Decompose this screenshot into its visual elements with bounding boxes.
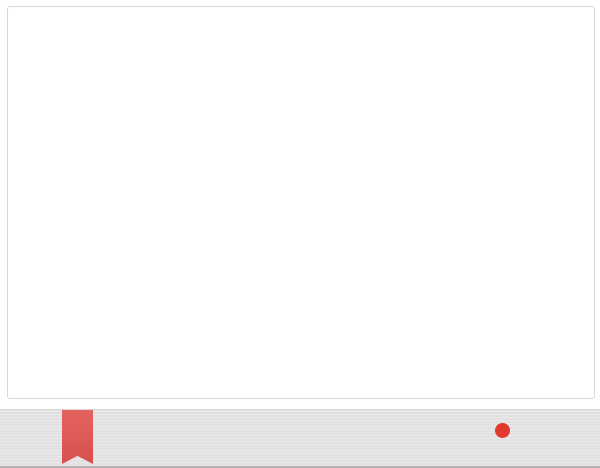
chart-legend <box>0 378 600 385</box>
legend-swatch-new-energy <box>216 378 242 385</box>
promo-text <box>490 421 510 441</box>
legend-item-share-line <box>340 380 384 384</box>
promo-line2 <box>490 421 510 441</box>
legend-item-new-energy <box>216 378 248 385</box>
circle-arrow-right-icon <box>495 423 510 438</box>
promo-banner <box>0 409 600 468</box>
legend-swatch-energy-saving <box>278 378 304 385</box>
legend-swatch-share-line <box>340 380 378 384</box>
chart-card <box>7 6 595 399</box>
season-ribbon <box>62 410 93 464</box>
legend-item-energy-saving <box>278 378 310 385</box>
